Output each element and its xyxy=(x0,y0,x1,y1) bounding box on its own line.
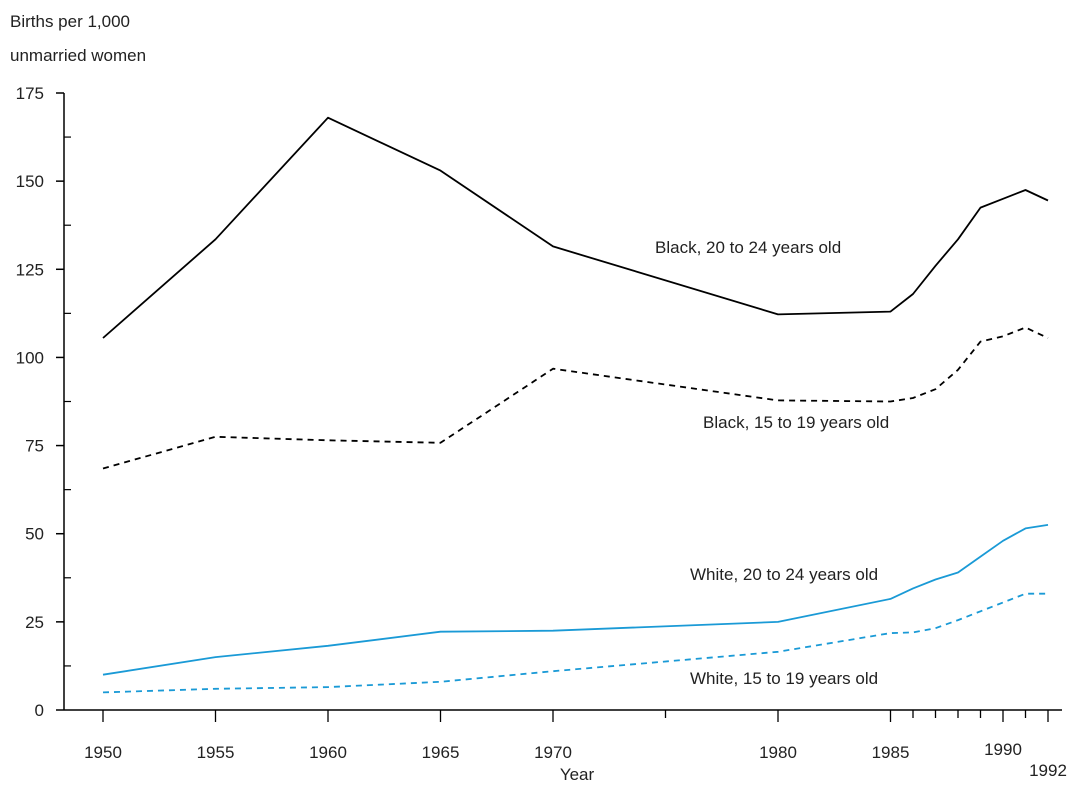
y-tick-label: 125 xyxy=(16,260,44,279)
y-axis-title-line1: Births per 1,000 xyxy=(10,12,130,31)
y-tick-label: 175 xyxy=(16,84,44,103)
series-line-3 xyxy=(102,592,1048,694)
y-tick-label: 50 xyxy=(25,525,44,544)
x-tick-label: 1980 xyxy=(759,743,797,762)
series-label-black-20-24: Black, 20 to 24 years old xyxy=(655,238,841,257)
x-tick-label: 1970 xyxy=(534,743,572,762)
series-label-white-15-19: White, 15 to 19 years old xyxy=(690,669,878,688)
y-axis-title-line2: unmarried women xyxy=(10,46,146,65)
x-tick-label: 1960 xyxy=(309,743,347,762)
x-tick-label: 1992 xyxy=(1029,761,1067,780)
y-tick-label: 0 xyxy=(35,701,44,720)
series-line-group xyxy=(102,116,1049,694)
series-line-2 xyxy=(102,524,1049,676)
y-tick-label: 75 xyxy=(25,437,44,456)
x-axis-title: Year xyxy=(560,765,595,784)
x-tick-label: 1955 xyxy=(197,743,235,762)
series-line-1 xyxy=(102,326,1049,470)
x-tick-label: 1950 xyxy=(84,743,122,762)
series-label-black-15-19: Black, 15 to 19 years old xyxy=(703,413,889,432)
series-label-white-20-24: White, 20 to 24 years old xyxy=(690,565,878,584)
series-line-0 xyxy=(102,116,1049,339)
y-tick-label: 25 xyxy=(25,613,44,632)
x-tick-label: 1990 xyxy=(984,740,1022,759)
x-tick-label: 1985 xyxy=(872,743,910,762)
x-tick-label: 1965 xyxy=(422,743,460,762)
x-tick-group: 1950 1955 1960 1965 1970 1980 1985 1990 1992 xyxy=(84,710,1067,780)
y-tick-label: 100 xyxy=(16,348,44,367)
y-tick-group: 0 25 50 75 100 125 150 175 xyxy=(16,84,71,720)
y-tick-label: 150 xyxy=(16,172,44,191)
